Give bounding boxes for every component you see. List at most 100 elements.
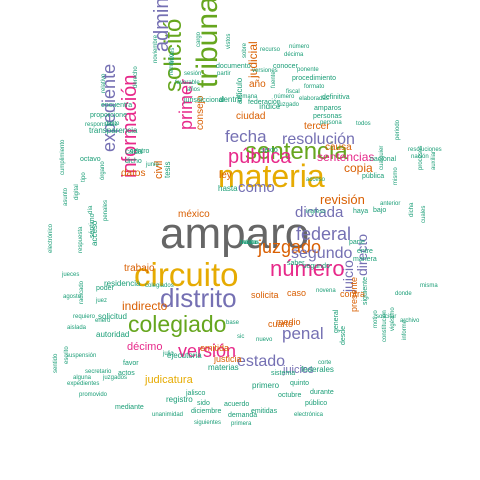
cloud-word: séptimo [89,213,96,238]
cloud-word: presente [349,276,359,312]
cloud-word: materia [218,158,325,194]
cloud-word: aislada [67,325,87,331]
cloud-word: octubre [278,392,302,399]
cloud-word: hechos [240,240,260,246]
cloud-word: ejecutoria [167,351,202,360]
cloud-word: colegiados [145,283,174,289]
cloud-word: derecho [133,66,139,88]
cloud-word: agosto [63,294,82,300]
cloud-word: demanda [228,412,258,419]
cloud-word: centro [130,148,150,155]
cloud-word: diciembre [191,408,222,415]
cloud-word: responsable [85,122,118,128]
cloud-word: haya [353,208,369,215]
cloud-word: personas [313,113,342,120]
cloud-word: jueces [62,272,80,278]
cloud-word: copia [344,161,373,175]
cloud-word: tiempo [240,240,259,246]
cloud-word: índice [259,102,281,111]
cloud-word: autoridad [96,330,130,339]
cloud-word: saber [287,260,305,267]
cloud-word: dicho [125,158,142,165]
cloud-word: causa [325,142,352,153]
cloud-word: digital [74,184,80,200]
cloud-word: día [88,205,94,214]
cloud-word: partir [217,71,231,77]
cloud-word: octavo [80,156,101,163]
cloud-word: cargo [196,31,202,47]
cloud-word: unanimidad [152,412,184,418]
cloud-word: sexto [261,147,278,154]
cloud-word: suspensión [66,353,97,359]
cloud-word: encuentra [101,102,133,109]
cloud-word: todos [356,121,371,127]
cloud-word: juez [96,298,108,304]
cloud-word: junio [146,162,159,168]
cloud-word: acuerdo [224,401,250,408]
cloud-word: transparencia [89,126,138,135]
cloud-word: sentencias [317,150,375,164]
cloud-word: amparo [160,209,310,258]
cloud-word: dentro [219,95,242,104]
cloud-word: trabajo [124,263,155,274]
cloud-word: registro [166,395,193,404]
cloud-word: resoluciones [408,147,442,153]
cloud-word: elaboradas [299,96,329,102]
cloud-word: emitidas [251,408,278,415]
cloud-word: nación [411,154,429,160]
cloud-word: emitida [200,343,230,353]
cloud-word: medio [276,317,301,327]
cloud-word: ley [219,170,232,181]
cloud-word: persona [320,120,342,126]
cloud-word: primero [252,381,280,390]
cloud-word: federación [248,99,281,106]
cloud-word: actos [118,370,135,377]
cloud-word: sido [197,400,210,407]
cloud-word: ingreso [306,209,326,215]
cloud-word: cumplimiento [60,139,66,175]
cloud-word: secretario [85,369,112,375]
cloud-word: dicha [409,202,415,217]
cloud-word: federales [301,365,334,374]
cloud-word: sentido [53,353,59,373]
cloud-word: ciudad [236,111,266,122]
cloud-word: nuevo [256,337,273,343]
cloud-word: bajo [373,207,387,214]
cloud-word: siguiente [362,276,369,305]
cloud-word: tercer [304,121,330,132]
cloud-word: durante [310,389,334,396]
cloud-word: versión [178,341,237,361]
cloud-word: colegiado [128,311,227,337]
cloud-word: circuito [134,256,239,293]
cloud-word: sesión [184,71,202,77]
cloud-word: acceso [306,177,326,183]
cloud-word: sic [237,334,245,340]
cloud-word: número [270,256,345,281]
cloud-word: justicia [214,354,242,364]
cloud-word: sobre [242,42,248,58]
cloud-word: noviembre [153,34,159,63]
cloud-word: nacional [370,156,397,163]
cloud-word: pública [362,173,385,180]
cloud-word: cualquier [379,145,385,170]
cloud-word: tipo [81,172,87,182]
cloud-word: revisión [320,192,365,207]
cloud-word: artículo [235,77,244,104]
cloud-word: caso [287,288,307,298]
cloud-word: fecha [225,127,267,146]
cloud-word: materias [208,363,239,372]
cloud-word: proporcione [90,112,127,119]
cloud-word: jalisco [186,390,206,397]
cloud-word: judicatura [145,374,193,386]
cloud-word: novena [316,288,336,294]
cloud-word: favorable [175,80,200,86]
cloud-word: quinto [290,380,310,387]
cloud-word: fiscal [286,89,300,95]
cloud-word: manera [353,256,377,263]
cloud-word: electrónico [48,223,54,253]
cloud-word: remitido [169,53,175,75]
cloud-word: segundo [291,245,353,262]
cloud-word: méxico [178,209,210,220]
cloud-word: juzgados [103,375,128,381]
